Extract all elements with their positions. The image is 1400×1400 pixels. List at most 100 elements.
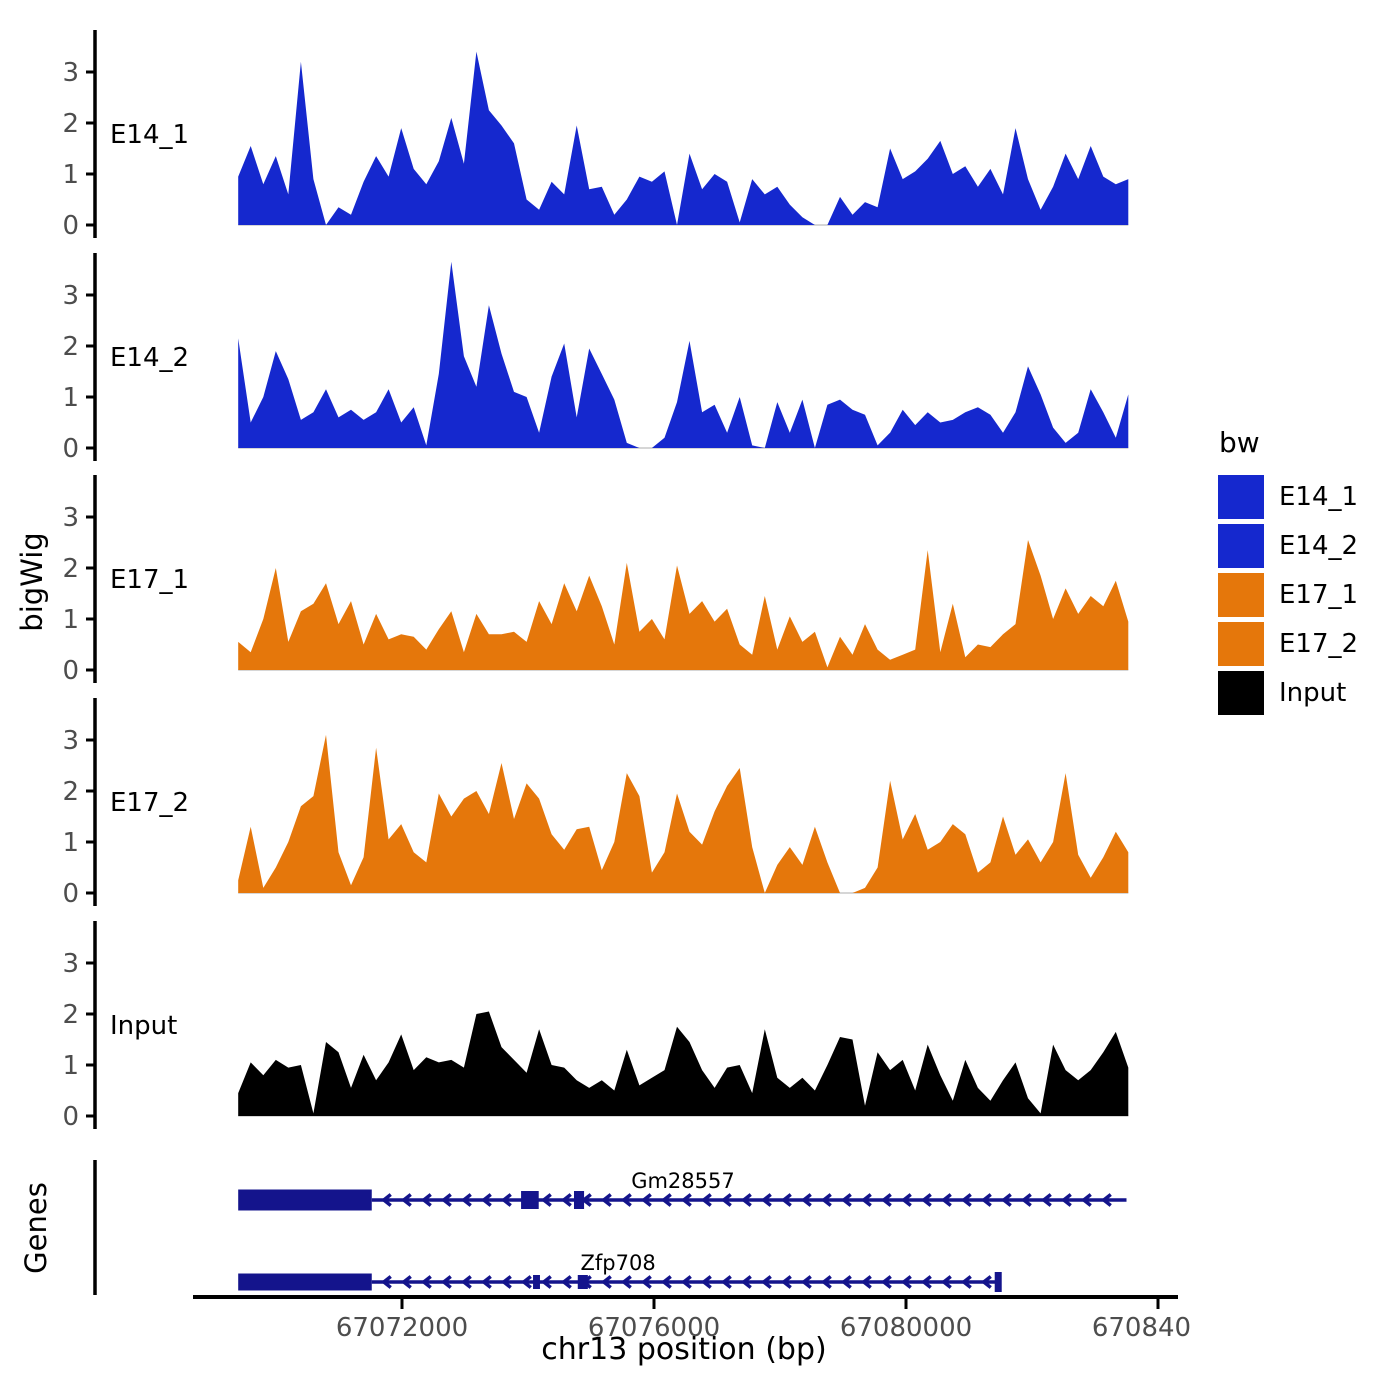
strand-arrow-left [640, 1275, 652, 1289]
y-axis-tick-label: 3 [62, 58, 79, 88]
track-panel-input: 0 1 2 3 Input [60, 918, 1190, 1132]
coverage-area-Input [238, 1011, 1129, 1116]
y-axis-title-genes: Genes [19, 1182, 53, 1274]
legend-swatch [1218, 671, 1264, 715]
strand-arrow-left [780, 1275, 792, 1289]
x-axis-plot: 67072000 67076000 67080000 67084000 [193, 1295, 1224, 1343]
strand-arrow-left [760, 1275, 772, 1289]
y-axis-tick-label: 3 [62, 281, 79, 311]
gene-utr-box [238, 1189, 372, 1211]
track-label: Input [110, 1011, 177, 1041]
strand-arrow-left [380, 1193, 392, 1207]
y-axis-tick-label: 1 [62, 605, 79, 635]
legend-label: E14_2 [1279, 531, 1359, 561]
strand-arrow-left [400, 1193, 412, 1207]
track-panel-e17-1: 0 1 2 3 E17_1 [60, 472, 1190, 686]
track-panel-e14-2: 0 1 2 3 E14_2 [60, 250, 1190, 464]
strand-arrow-left [740, 1193, 752, 1207]
legend-swatch [1218, 524, 1264, 568]
legend-item-E14_2: E14_2 [1205, 524, 1395, 568]
legend-label: Input [1279, 678, 1347, 708]
strand-arrow-left [700, 1275, 712, 1289]
strand-arrow-left [960, 1275, 972, 1289]
strand-arrow-left [840, 1193, 852, 1207]
strand-arrow-left [900, 1275, 912, 1289]
track-panel-e14-1: 0 1 2 3 E14_1 [60, 27, 1190, 241]
track-plot-E17_1: 0 1 2 3 E17_1 [62, 475, 1129, 686]
coverage-area-E17_1 [238, 540, 1129, 670]
strand-arrow-left [620, 1193, 632, 1207]
x-axis-title: chr13 position (bp) [541, 1332, 827, 1367]
strand-arrow-left [860, 1275, 872, 1289]
strand-arrow-left [660, 1275, 672, 1289]
y-axis-tick-label: 2 [62, 1000, 79, 1030]
strand-arrow-left [460, 1193, 472, 1207]
legend-label: E14_1 [1279, 482, 1359, 512]
y-axis-tick-label: 1 [62, 383, 79, 413]
gene-exon [521, 1191, 539, 1209]
strand-arrow-left [860, 1193, 872, 1207]
track-plot-E17_2: 0 1 2 3 E17_2 [62, 698, 1129, 909]
strand-arrow-left [520, 1275, 532, 1289]
legend-item-E14_1: E14_1 [1205, 475, 1395, 519]
legend-item-E17_1: E17_1 [1205, 573, 1395, 617]
legend-item-E17_2: E17_2 [1205, 622, 1395, 666]
y-axis-tick-label: 0 [62, 656, 79, 685]
y-axis-tick-label: 1 [62, 160, 79, 190]
strand-arrow-left [440, 1275, 452, 1289]
strand-arrow-left [420, 1275, 432, 1289]
strand-arrow-left [400, 1275, 412, 1289]
strand-arrow-left [640, 1193, 652, 1207]
strand-arrow-left [1020, 1193, 1032, 1207]
strand-arrow-left [600, 1193, 612, 1207]
x-axis-panel: 67072000 67076000 67080000 67084000 [60, 1292, 1224, 1352]
genes-plot: Gm28557 Zfp708 [93, 1160, 1127, 1295]
track-label: E14_1 [110, 120, 189, 150]
y-axis-tick-label: 0 [62, 1102, 79, 1131]
track-plot-Input: 0 1 2 3 Input [62, 921, 1129, 1132]
strand-arrow-left [1060, 1193, 1072, 1207]
strand-arrow-left [900, 1193, 912, 1207]
strand-arrow-left [880, 1193, 892, 1207]
coverage-area-E14_2 [238, 261, 1129, 448]
strand-arrow-left [780, 1193, 792, 1207]
y-axis-tick-label: 0 [62, 211, 79, 240]
strand-arrow-left [1000, 1193, 1012, 1207]
strand-arrow-left [700, 1193, 712, 1207]
legend-swatch [1218, 622, 1264, 666]
gene-exon [577, 1275, 588, 1289]
track-plot-E14_2: 0 1 2 3 E14_2 [62, 253, 1129, 464]
strand-arrow-left [800, 1275, 812, 1289]
x-axis-tick-label: 67072000 [336, 1313, 468, 1343]
y-axis-tick-label: 2 [62, 777, 79, 807]
gene-model-Zfp708: Zfp708 [238, 1251, 1002, 1292]
strand-arrow-left [740, 1275, 752, 1289]
y-axis-tick-label: 1 [62, 1051, 79, 1081]
strand-arrow-left [720, 1193, 732, 1207]
track-label: E17_1 [110, 565, 189, 595]
track-panel-e17-2: 0 1 2 3 E17_2 [60, 695, 1190, 909]
legend-items: E14_1 E14_2 E17_1 E17_2 Input [1205, 475, 1395, 715]
track-plot-E14_1: 0 1 2 3 E14_1 [62, 30, 1129, 241]
strand-arrow-left [480, 1193, 492, 1207]
strand-arrow-left [980, 1275, 992, 1289]
strand-arrow-left [380, 1275, 392, 1289]
gene-label: Zfp708 [580, 1251, 655, 1275]
strand-arrow-left [800, 1193, 812, 1207]
strand-arrow-left [500, 1193, 512, 1207]
strand-arrow-left [720, 1275, 732, 1289]
strand-arrow-left [600, 1275, 612, 1289]
legend-item-Input: Input [1205, 671, 1395, 715]
x-axis-tick-label: 67080000 [840, 1313, 972, 1343]
strand-arrow-left [880, 1275, 892, 1289]
strand-arrow-left [1040, 1193, 1052, 1207]
track-label: E17_2 [110, 788, 189, 818]
strand-arrow-left [420, 1193, 432, 1207]
coverage-area-E17_2 [238, 734, 1129, 893]
strand-arrow-left [920, 1275, 932, 1289]
strand-arrow-left [480, 1275, 492, 1289]
y-axis-tick-label: 2 [62, 109, 79, 139]
strand-arrow-left [920, 1193, 932, 1207]
y-axis-tick-label: 2 [62, 554, 79, 584]
